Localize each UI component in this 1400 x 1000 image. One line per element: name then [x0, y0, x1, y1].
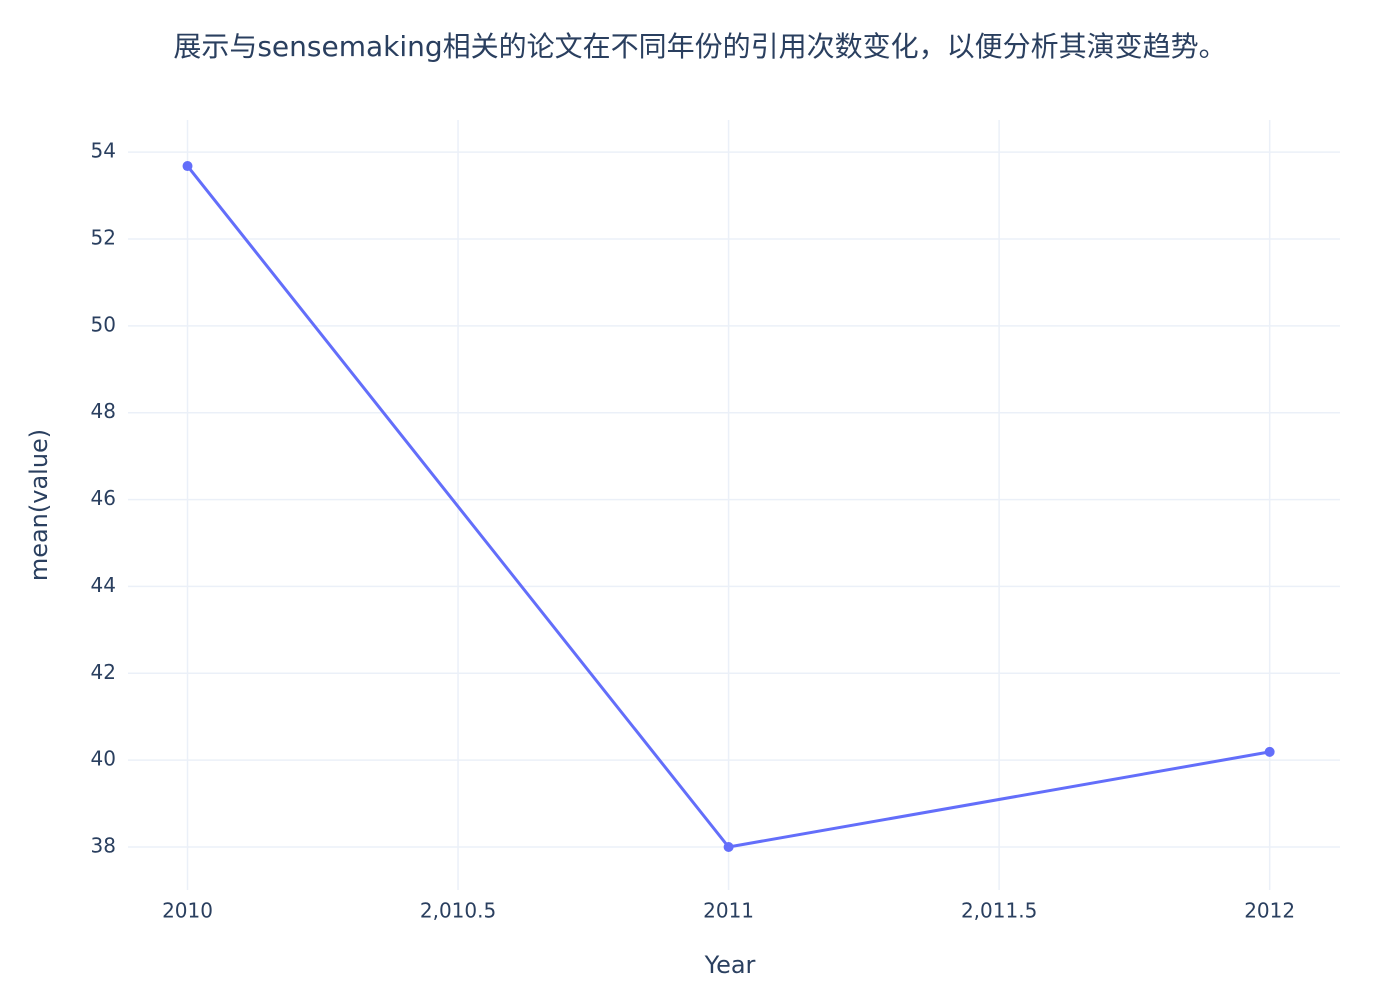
y-tick-label: 42 — [91, 660, 116, 684]
x-tick-label: 2,011.5 — [961, 899, 1037, 923]
y-tick-label: 50 — [91, 312, 116, 336]
y-tick-label: 48 — [91, 399, 116, 423]
marker — [1264, 746, 1275, 757]
y-tick-label: 54 — [91, 139, 116, 163]
x-axis-label: Year — [704, 951, 756, 979]
x-tick-label: 2010 — [162, 899, 213, 923]
y-tick-label: 44 — [91, 573, 116, 597]
marker — [723, 842, 734, 853]
marker — [182, 161, 193, 172]
x-tick-label: 2012 — [1244, 899, 1295, 923]
chart-title: 展示与sensemaking相关的论文在不同年份的引用次数变化，以便分析其演变趋… — [173, 30, 1226, 63]
y-tick-label: 40 — [91, 747, 116, 771]
y-tick-label: 38 — [91, 834, 116, 858]
y-axis-label: mean(value) — [25, 429, 53, 581]
x-tick-label: 2,010.5 — [420, 899, 496, 923]
x-tick-label: 2011 — [703, 899, 754, 923]
y-tick-label: 46 — [91, 486, 116, 510]
y-tick-label: 52 — [91, 225, 116, 249]
